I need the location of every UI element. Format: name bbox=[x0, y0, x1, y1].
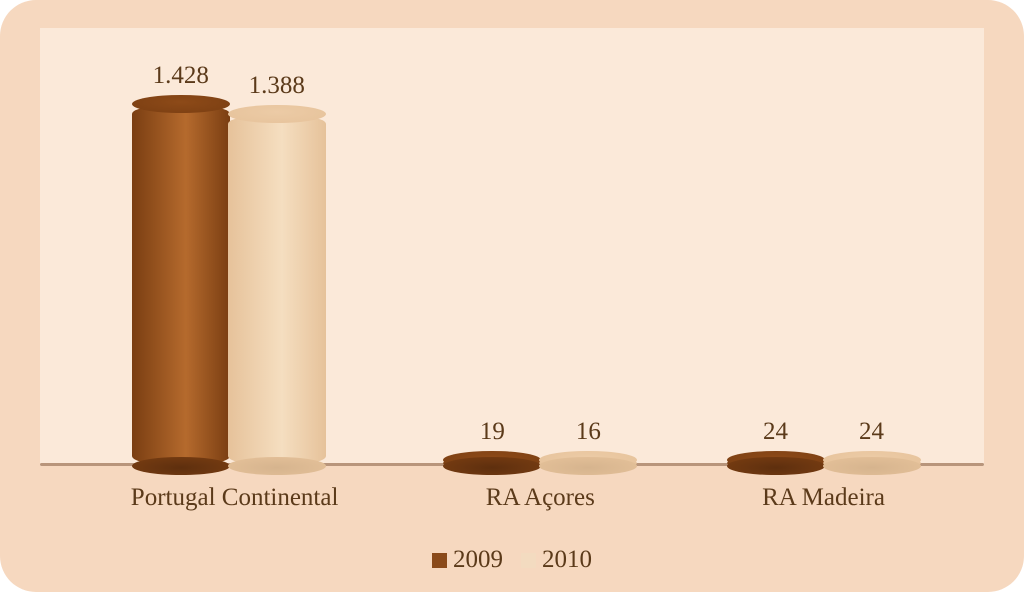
legend-label: 2010 bbox=[542, 546, 592, 574]
legend-item-s2010: 2010 bbox=[521, 546, 592, 574]
bar-rm-s2010: 24 bbox=[823, 460, 921, 466]
category-label: RA Madeira bbox=[726, 484, 922, 512]
group-ra: 1916RA Açores bbox=[442, 460, 638, 466]
bar-ra-s2009: 19 bbox=[443, 460, 541, 466]
legend-swatch bbox=[432, 553, 447, 568]
value-label: 24 bbox=[727, 418, 825, 446]
legend: 2009 2010 bbox=[0, 546, 1024, 574]
category-label: Portugal Continental bbox=[131, 484, 327, 512]
value-label: 19 bbox=[443, 418, 541, 446]
bar-rm-s2009: 24 bbox=[727, 460, 825, 466]
value-label: 1.428 bbox=[132, 62, 230, 90]
group-rm: 2424RA Madeira bbox=[726, 460, 922, 466]
legend-label: 2009 bbox=[453, 546, 503, 574]
legend-item-s2009: 2009 bbox=[432, 546, 503, 574]
chart-frame: 1.4281.388Portugal Continental1916RA Aço… bbox=[0, 0, 1024, 592]
value-label: 1.388 bbox=[228, 72, 326, 100]
bar-ra-s2010: 16 bbox=[539, 460, 637, 466]
plot-area: 1.4281.388Portugal Continental 1916RA Aço… bbox=[40, 28, 984, 466]
value-label: 16 bbox=[539, 418, 637, 446]
group-pc: 1.4281.388Portugal Continental bbox=[131, 104, 327, 466]
category-label: RA Açores bbox=[442, 484, 638, 512]
value-label: 24 bbox=[823, 418, 921, 446]
bar-pc-s2010: 1.388 bbox=[228, 114, 326, 466]
bar-pc-s2009: 1.428 bbox=[132, 104, 230, 466]
legend-swatch bbox=[521, 553, 536, 568]
